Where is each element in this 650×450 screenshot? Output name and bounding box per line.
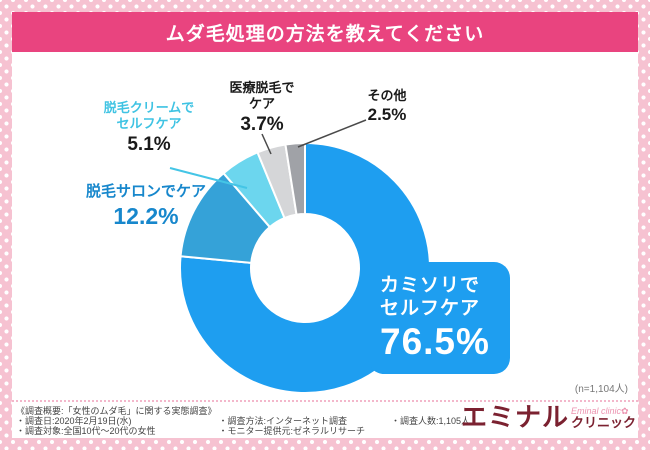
sample-size-label: (n=1,104人) xyxy=(574,384,628,395)
survey-summary: 《調査概要:「女性のムダ毛」に関する実態調査》 ・調査日:2020年2月19日(… xyxy=(16,406,496,436)
logo-script-text: Eminal clinic✿ xyxy=(570,405,629,416)
salon-label-value: 12.2% xyxy=(113,202,179,229)
medical-label-value: 3.7% xyxy=(240,113,284,135)
other-label-name: その他 xyxy=(367,88,407,103)
title-banner: ムダ毛処理の方法を教えてください xyxy=(12,12,638,52)
razor-label-line1: カミソリで xyxy=(380,275,481,296)
survey-target: ・調査対象:全国10代〜20代の女性 xyxy=(16,426,156,436)
page-title: ムダ毛処理の方法を教えてください xyxy=(165,23,485,45)
clinic-logo: エミナル Eminal clinic✿ クリニック xyxy=(461,404,636,430)
survey-method: ・調査方法:インターネット調査 xyxy=(218,416,348,426)
razor-label: カミソリで セルフケア 76.5% xyxy=(380,274,508,365)
survey-row-2: ・調査対象:全国10代〜20代の女性 ・モニター提供元:ゼネラルリサーチ xyxy=(16,426,496,436)
other-label: その他 2.5% xyxy=(348,88,426,126)
survey-monitor: ・モニター提供元:ゼネラルリサーチ xyxy=(218,426,366,436)
razor-label-line2: セルフケア xyxy=(380,298,481,320)
other-label-value: 2.5% xyxy=(367,105,407,125)
medical-label: 医療脱毛で ケア 3.7% xyxy=(203,80,321,137)
logo-sub-text: クリニック xyxy=(570,414,636,430)
survey-title: 《調査概要:「女性のムダ毛」に関する実態調査》 xyxy=(16,406,217,416)
cream-label-line1: 脱毛クリームで xyxy=(103,100,195,115)
survey-date: ・調査日:2020年2月19日(水) xyxy=(16,416,132,426)
salon-label: 脱毛サロンでケア 12.2% xyxy=(72,183,220,232)
logo-main-text: エミナル xyxy=(460,402,569,432)
razor-label-value: 76.5% xyxy=(380,321,490,363)
medical-label-line1: 医療脱毛で xyxy=(229,80,295,95)
cream-label-line2: セルフケア xyxy=(116,116,182,132)
footer-divider xyxy=(12,400,638,402)
survey-count: ・調査人数:1,105人 xyxy=(391,416,471,426)
cream-label: 脱毛クリームで セルフケア 5.1% xyxy=(84,100,214,157)
medical-label-line2: ケア xyxy=(248,96,275,112)
salon-label-name: 脱毛サロンでケア xyxy=(85,183,206,200)
cream-label-value: 5.1% xyxy=(127,133,171,155)
survey-row-1: ・調査日:2020年2月19日(水) ・調査方法:インターネット調査 ・調査人数… xyxy=(16,416,496,426)
